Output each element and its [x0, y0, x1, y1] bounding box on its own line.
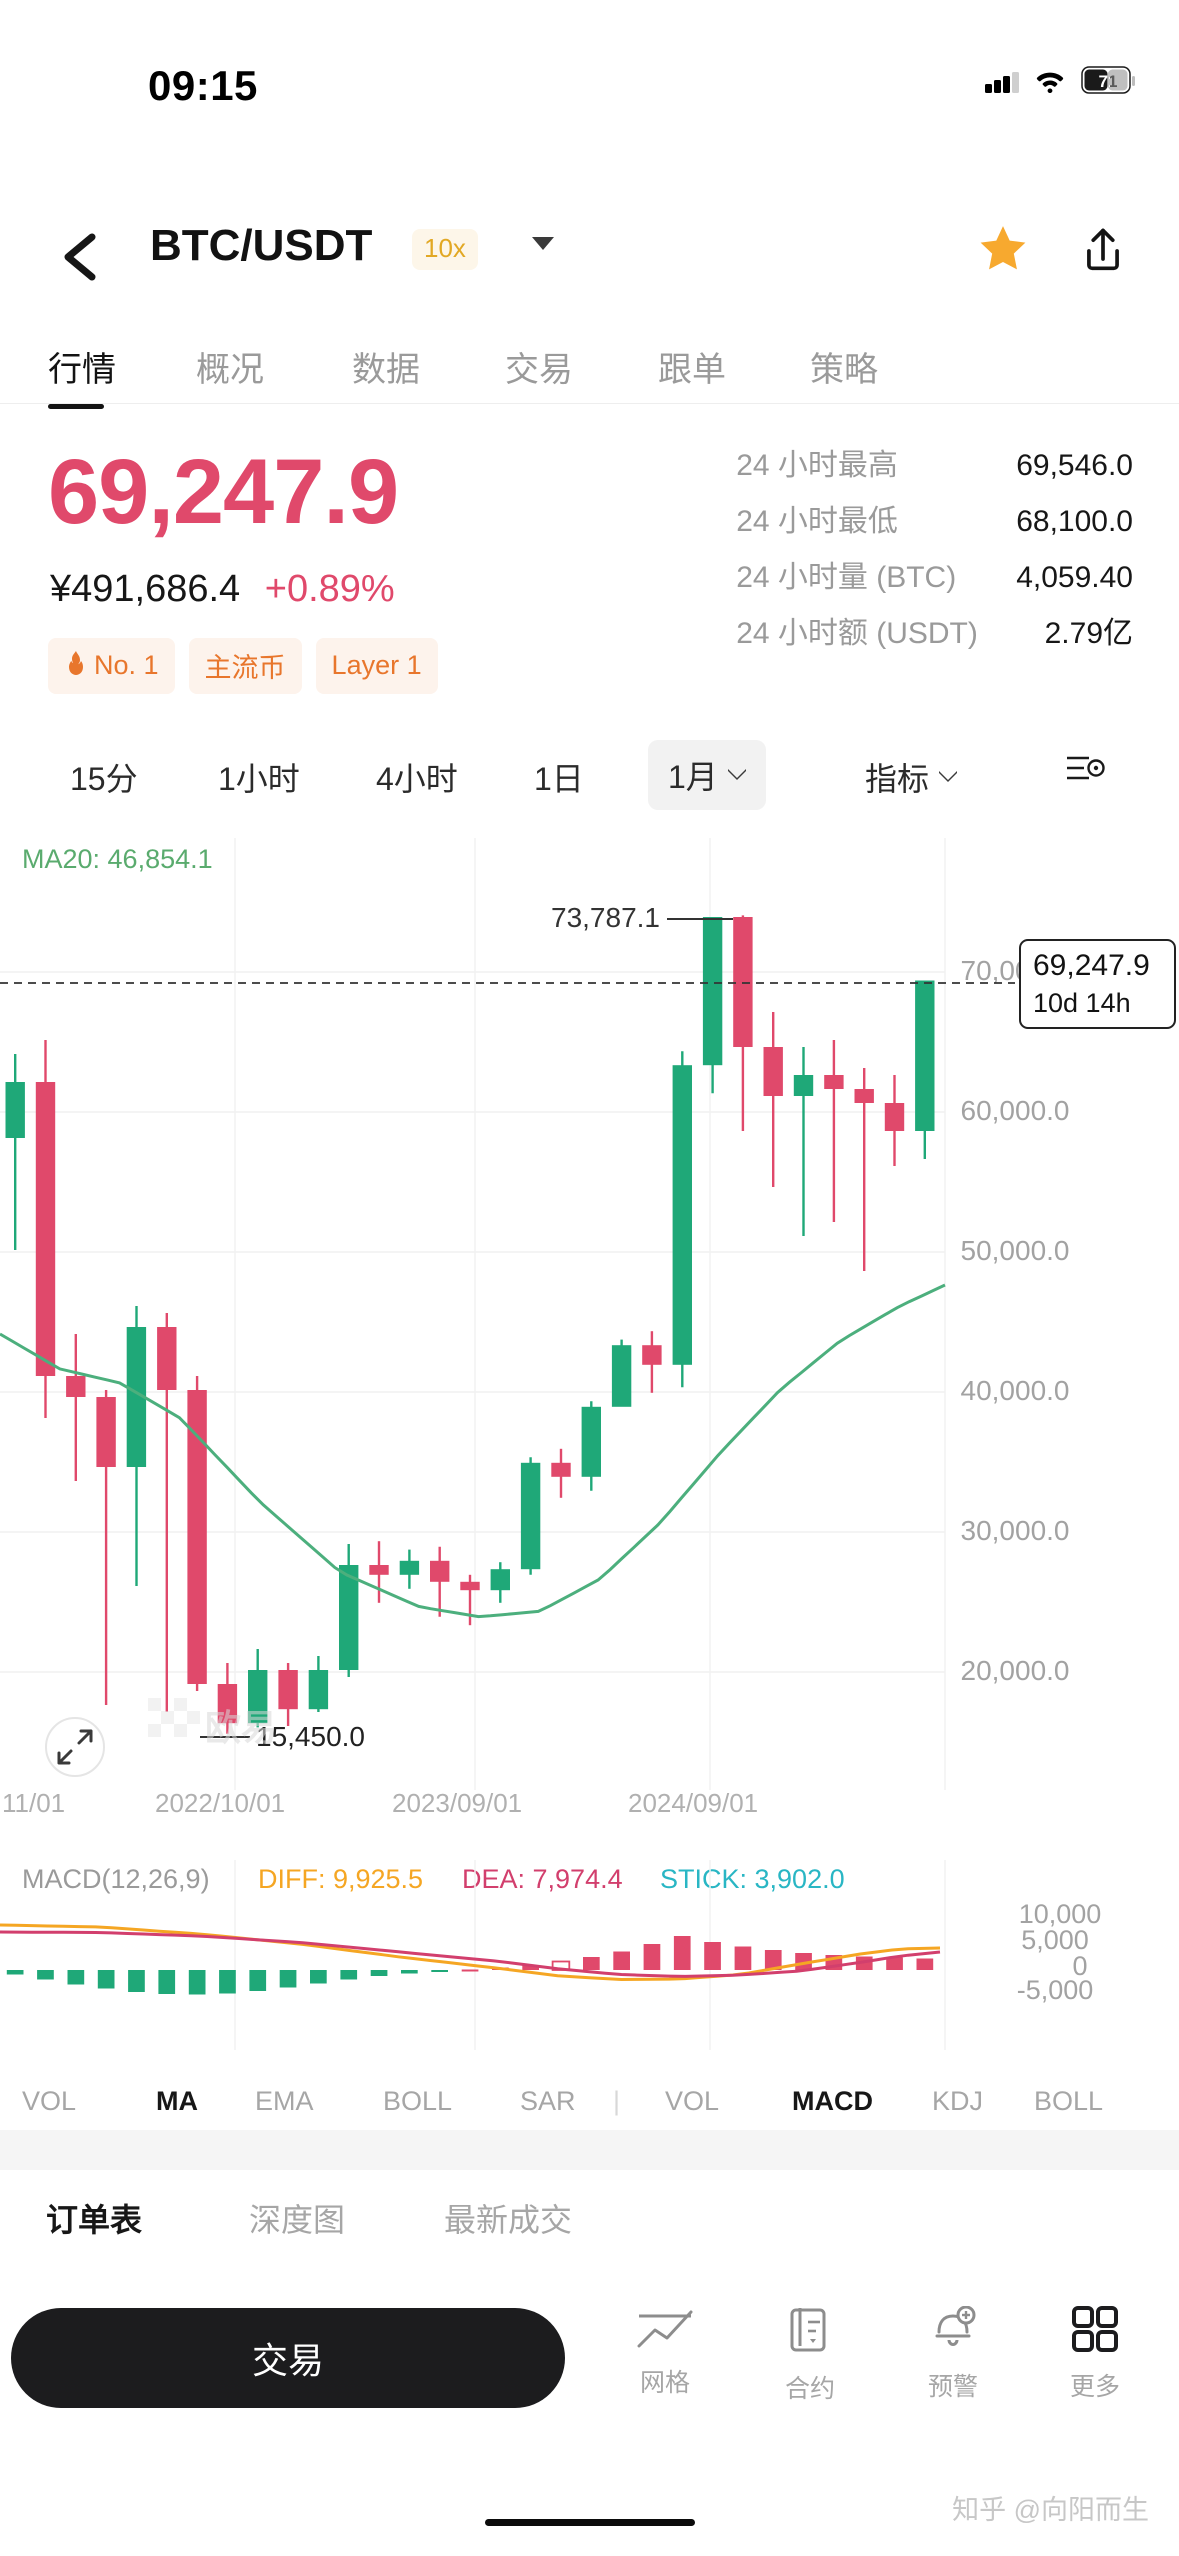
svg-text:70,000.0: 70,000.0: [961, 955, 1070, 986]
svg-text:-5,000: -5,000: [1017, 1975, 1094, 2005]
svg-text:60,000.0: 60,000.0: [961, 1095, 1070, 1126]
svg-text:STICK: 3,902.0: STICK: 3,902.0: [660, 1864, 845, 1894]
svg-text:73,787.1: 73,787.1: [551, 902, 660, 933]
svg-text:5,000: 5,000: [1021, 1925, 1089, 1955]
svg-text:11/01: 11/01: [2, 1788, 65, 1818]
svg-text:15,450.0: 15,450.0: [256, 1721, 365, 1752]
svg-text:30,000.0: 30,000.0: [961, 1515, 1070, 1546]
svg-text:50,000.0: 50,000.0: [961, 1235, 1070, 1266]
svg-text:2022/10/01: 2022/10/01: [155, 1788, 285, 1818]
svg-text:69,247.9: 69,247.9: [1033, 949, 1150, 982]
svg-text:MA20: 46,854.1: MA20: 46,854.1: [22, 844, 213, 874]
svg-text:DIFF: 9,925.5: DIFF: 9,925.5: [258, 1864, 423, 1894]
svg-text:0: 0: [1072, 1951, 1087, 1981]
svg-text:10d 14h: 10d 14h: [1033, 988, 1131, 1018]
svg-text:DEA: 7,974.4: DEA: 7,974.4: [462, 1864, 623, 1894]
svg-text:2023/09/01: 2023/09/01: [392, 1788, 522, 1818]
svg-text:2024/09/01: 2024/09/01: [628, 1788, 758, 1818]
svg-text:欧易: 欧易: [205, 1707, 277, 1748]
svg-text:MACD(12,26,9): MACD(12,26,9): [22, 1864, 210, 1894]
svg-text:10,000: 10,000: [1019, 1899, 1102, 1929]
svg-text:40,000.0: 40,000.0: [961, 1375, 1070, 1406]
svg-text:20,000.0: 20,000.0: [961, 1655, 1070, 1686]
